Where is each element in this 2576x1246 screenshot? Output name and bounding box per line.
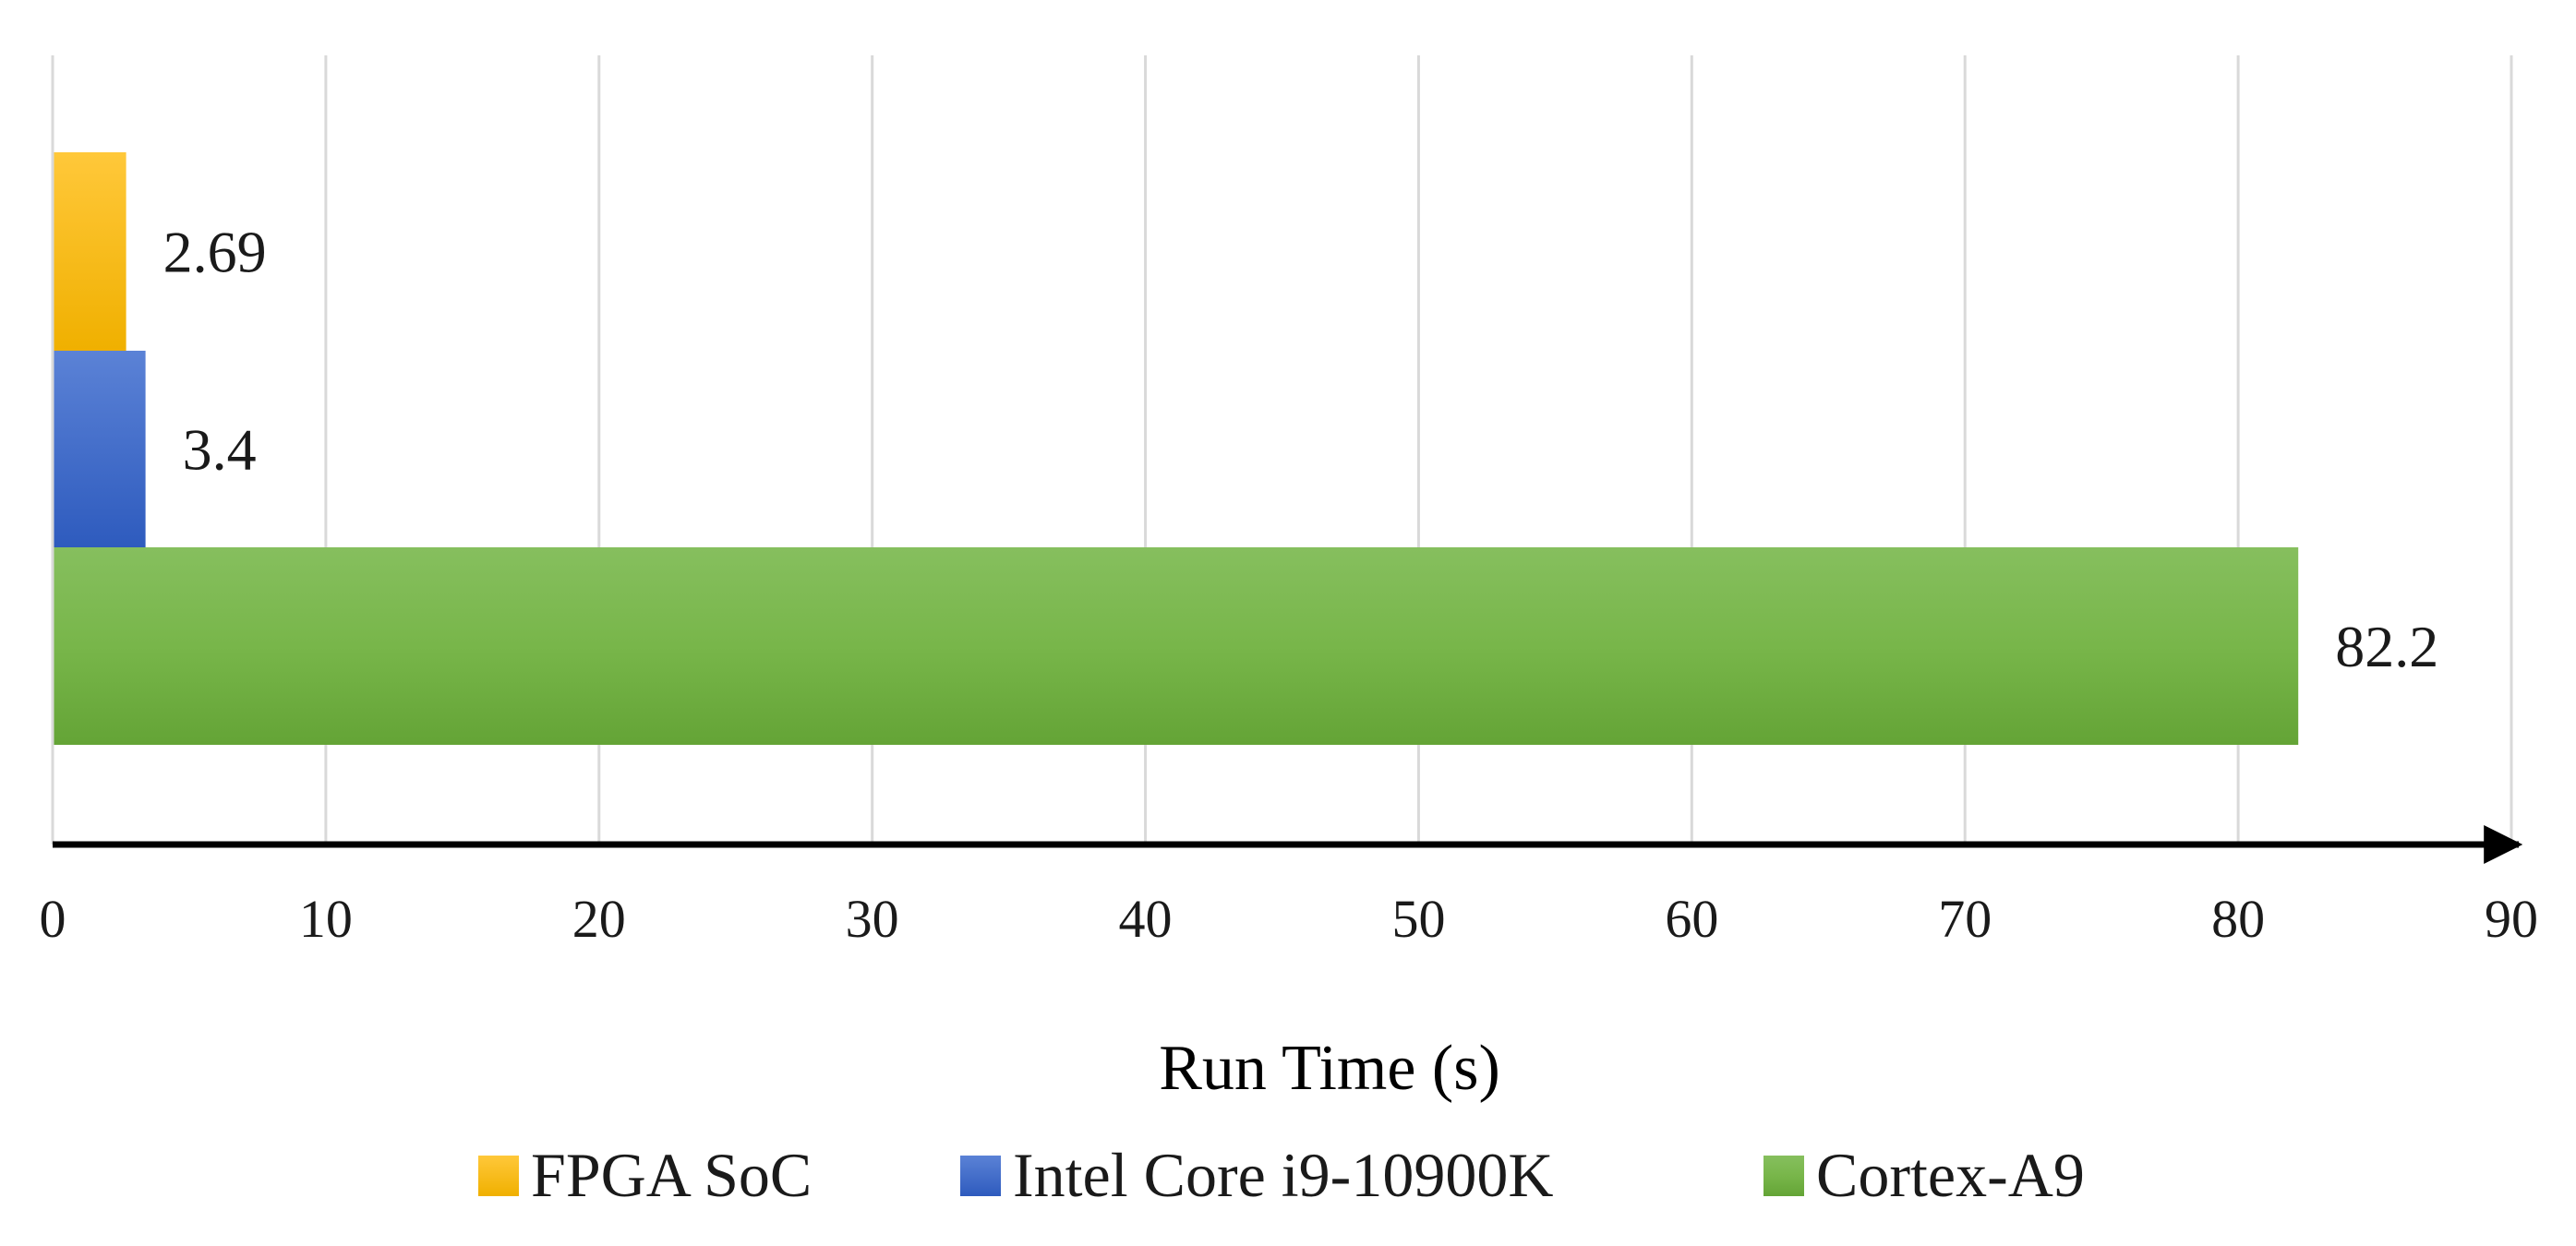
data-label-cortex-a9: 82.2 [2335, 614, 2438, 679]
legend-label-fpga-soc: FPGA SoC [531, 1140, 812, 1210]
x-tick-label-50: 50 [1391, 889, 1445, 949]
legend-swatch-intel-core-i9-10900k [960, 1156, 1001, 1196]
gridlines [324, 55, 2513, 845]
x-tick-label-0: 0 [40, 889, 66, 949]
data-label-intel-core-i9-10900k: 3.4 [183, 417, 257, 483]
legend-label-intel-core-i9-10900k: Intel Core i9-10900K [1013, 1140, 1553, 1210]
legend-label-cortex-a9: Cortex-A9 [1816, 1140, 2085, 1210]
x-tick-label-40: 40 [1119, 889, 1173, 949]
x-tick-label-60: 60 [1665, 889, 1718, 949]
x-tick-label-90: 90 [2485, 889, 2538, 949]
bars [53, 152, 2299, 745]
x-tick-label-10: 10 [299, 889, 353, 949]
x-axis-title: Run Time (s) [1159, 1033, 1500, 1104]
legend: FPGA SoC Intel Core i9-10900K Cortex-A9 [478, 1140, 2085, 1210]
x-tick-label-30: 30 [846, 889, 899, 949]
x-tick-label-80: 80 [2211, 889, 2265, 949]
x-tick-label-20: 20 [572, 889, 626, 949]
data-labels: 2.69 3.4 82.2 [163, 220, 2439, 680]
x-tick-label-70: 70 [1938, 889, 1992, 949]
bar-fpga-soc [53, 152, 126, 351]
bar-intel-core-i9-10900k [53, 351, 146, 547]
data-label-fpga-soc: 2.69 [163, 220, 267, 285]
x-axis: 0 10 20 30 40 50 60 70 80 90 [40, 55, 2538, 949]
legend-swatch-cortex-a9 [1763, 1156, 1804, 1196]
legend-swatch-fpga-soc [478, 1156, 519, 1196]
bar-cortex-a9 [53, 547, 2299, 745]
